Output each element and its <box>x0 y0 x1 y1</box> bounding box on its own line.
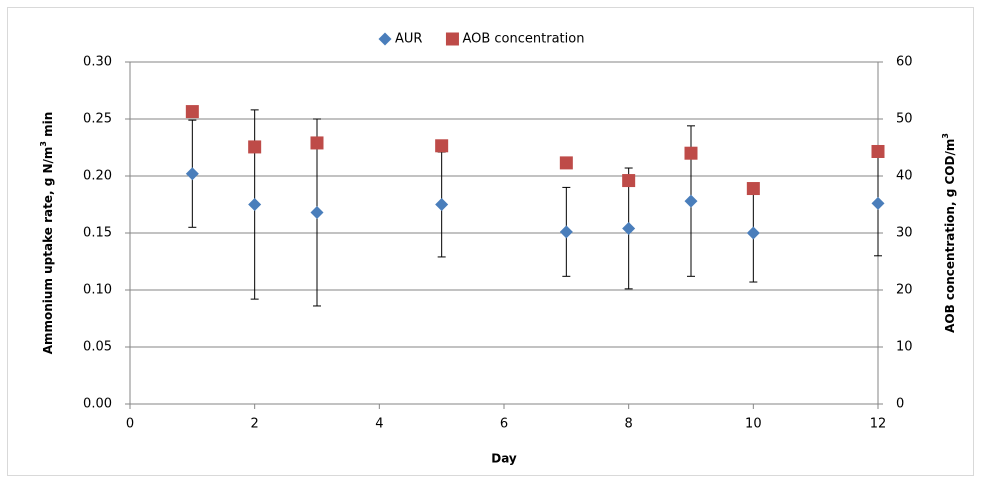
y2-tick-label: 30 <box>896 226 913 241</box>
point <box>684 194 698 208</box>
x-tick-label: 10 <box>745 417 762 432</box>
point <box>435 139 449 153</box>
point <box>871 144 885 158</box>
chart-frame <box>7 7 974 476</box>
x-tick-label: 6 <box>500 417 508 432</box>
point <box>185 167 199 181</box>
x-tick-label: 4 <box>375 417 383 432</box>
point <box>746 226 760 240</box>
point <box>248 198 262 211</box>
y-tick-label: 0.30 <box>83 55 112 70</box>
point <box>622 221 636 235</box>
x-axis-title: Day <box>491 452 517 466</box>
x-tick-label: 8 <box>625 417 633 432</box>
legend-label: AOB concentration <box>462 32 584 47</box>
y-tick-label: 0.15 <box>83 226 112 241</box>
legend-marker <box>378 32 392 46</box>
point <box>684 146 698 160</box>
y2-tick-label: 20 <box>896 283 913 298</box>
y-axis-title-part: Ammonium uptake rate, g N/m <box>41 147 55 355</box>
legend-label: AUR <box>395 32 422 47</box>
point <box>435 198 449 211</box>
y2-tick-label: 0 <box>896 397 904 412</box>
y2-tick-label: 40 <box>896 169 913 184</box>
point <box>185 105 199 119</box>
y-tick-label: 0.20 <box>83 169 112 184</box>
y2-axis-title-part: 3 <box>941 133 950 139</box>
y-axis-title-part: min <box>41 112 55 141</box>
y2-axis-title: AOB concentration, g COD/m3 <box>941 133 957 333</box>
legend-item: AOB concentration <box>445 32 584 47</box>
y2-tick-label: 50 <box>896 112 913 127</box>
legend-marker <box>445 32 459 46</box>
point <box>310 136 324 150</box>
y2-tick-label: 60 <box>896 55 913 70</box>
y2-tick-label: 10 <box>896 340 913 355</box>
y-tick-label: 0.05 <box>83 340 112 355</box>
y-axis-title-part: 3 <box>39 141 48 147</box>
point <box>559 156 573 170</box>
point <box>310 205 324 219</box>
point <box>871 196 885 210</box>
x-tick-label: 12 <box>870 417 887 432</box>
point <box>559 225 573 239</box>
point <box>746 182 760 196</box>
legend-item: AUR <box>378 32 422 47</box>
point <box>248 140 262 154</box>
y-tick-label: 0.10 <box>83 283 112 298</box>
point <box>622 174 636 188</box>
x-tick-label: 0 <box>126 417 134 432</box>
y-tick-label: 0.25 <box>83 112 112 127</box>
y-tick-label: 0.00 <box>83 397 112 412</box>
x-tick-label: 2 <box>251 417 259 432</box>
y-axis-title: Ammonium uptake rate, g N/m3 min <box>39 112 55 355</box>
y2-axis-title-part: AOB concentration, g COD/m <box>943 139 957 333</box>
